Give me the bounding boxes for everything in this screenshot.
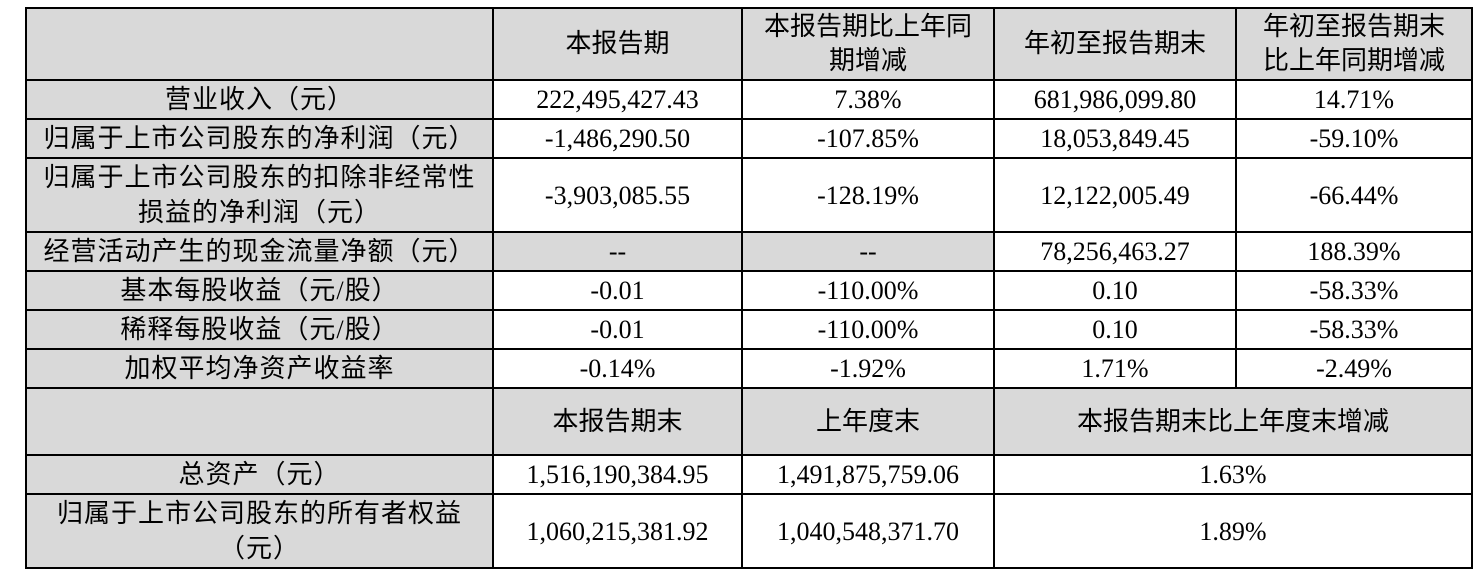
col-header-current-vs-prior-year: 本报告期比上年同 期增减 [741, 7, 995, 81]
value-cell: 1,040,548,371.70 [741, 493, 995, 569]
value-cell: 1,060,215,381.92 [492, 493, 743, 569]
value-cell: 1,516,190,384.95 [492, 454, 743, 495]
value-cell: -66.44% [1235, 157, 1473, 233]
value-cell: 1,491,875,759.06 [741, 454, 995, 495]
value-cell: -- [492, 231, 743, 272]
row-label: 营业收入（元） [25, 79, 494, 120]
col-header-ytd: 年初至报告期末 [993, 7, 1237, 81]
table-row-operating-cash-flow: 经营活动产生的现金流量净额（元） -- -- 78,256,463.27 188… [25, 231, 1473, 272]
table-row-basic-eps: 基本每股收益（元/股） -0.01 -110.00% 0.10 -58.33% [25, 270, 1473, 311]
value-cell: 0.10 [993, 270, 1237, 311]
value-cell: 7.38% [741, 79, 995, 120]
value-cell: -2.49% [1235, 348, 1473, 389]
col-header-period-end: 本报告期末 [492, 387, 743, 456]
value-cell: -128.19% [741, 157, 995, 233]
value-cell: -0.01 [492, 270, 743, 311]
header-row-period: 本报告期 本报告期比上年同 期增减 年初至报告期末 年初至报告期末 比上年同期增… [25, 7, 1473, 81]
col-header-prior-year-end: 上年度末 [741, 387, 995, 456]
corner-cell [25, 387, 494, 456]
table-row-operating-revenue: 营业收入（元） 222,495,427.43 7.38% 681,986,099… [25, 79, 1473, 120]
value-cell: -107.85% [741, 118, 995, 159]
value-cell: -1.92% [741, 348, 995, 389]
value-cell: 14.71% [1235, 79, 1473, 120]
value-cell: -110.00% [741, 309, 995, 350]
row-label: 稀释每股收益（元/股） [25, 309, 494, 350]
value-cell: -0.01 [492, 309, 743, 350]
value-cell: 1.63% [993, 454, 1473, 495]
value-cell: -3,903,085.55 [492, 157, 743, 233]
value-cell: 18,053,849.45 [993, 118, 1237, 159]
value-cell: 0.10 [993, 309, 1237, 350]
col-header-ytd-vs-prior-year: 年初至报告期末 比上年同期增减 [1235, 7, 1473, 81]
row-label: 归属于上市公司股东的扣除非经常性 损益的净利润（元） [25, 157, 494, 233]
table-row-total-assets: 总资产（元） 1,516,190,384.95 1,491,875,759.06… [25, 454, 1473, 495]
value-cell: -1,486,290.50 [492, 118, 743, 159]
table-row-equity-attributable-to-shareholders: 归属于上市公司股东的所有者权益 （元） 1,060,215,381.92 1,0… [25, 493, 1473, 569]
table-row-net-profit: 归属于上市公司股东的净利润（元） -1,486,290.50 -107.85% … [25, 118, 1473, 159]
value-cell: -59.10% [1235, 118, 1473, 159]
value-cell: -110.00% [741, 270, 995, 311]
value-cell: 681,986,099.80 [993, 79, 1237, 120]
row-label: 归属于上市公司股东的净利润（元） [25, 118, 494, 159]
financial-summary-table: 本报告期 本报告期比上年同 期增减 年初至报告期末 年初至报告期末 比上年同期增… [25, 7, 1473, 569]
col-header-current-period: 本报告期 [492, 7, 743, 81]
value-cell: 78,256,463.27 [993, 231, 1237, 272]
corner-cell [25, 7, 494, 81]
table-row-diluted-eps: 稀释每股收益（元/股） -0.01 -110.00% 0.10 -58.33% [25, 309, 1473, 350]
table-row-weighted-avg-roe: 加权平均净资产收益率 -0.14% -1.92% 1.71% -2.49% [25, 348, 1473, 389]
row-label: 经营活动产生的现金流量净额（元） [25, 231, 494, 272]
value-cell: 222,495,427.43 [492, 79, 743, 120]
col-header-period-end-vs-prior-year-end: 本报告期末比上年度末增减 [993, 387, 1473, 456]
value-cell: 188.39% [1235, 231, 1473, 272]
row-label: 总资产（元） [25, 454, 494, 495]
row-label: 加权平均净资产收益率 [25, 348, 494, 389]
row-label: 归属于上市公司股东的所有者权益 （元） [25, 493, 494, 569]
value-cell: 1.89% [993, 493, 1473, 569]
value-cell: -- [741, 231, 995, 272]
value-cell: 12,122,005.49 [993, 157, 1237, 233]
header-row-period-end: 本报告期末 上年度末 本报告期末比上年度末增减 [25, 387, 1473, 456]
value-cell: -0.14% [492, 348, 743, 389]
value-cell: -58.33% [1235, 270, 1473, 311]
value-cell: -58.33% [1235, 309, 1473, 350]
table-row-net-profit-excl-nonrecurring: 归属于上市公司股东的扣除非经常性 损益的净利润（元） -3,903,085.55… [25, 157, 1473, 233]
value-cell: 1.71% [993, 348, 1237, 389]
row-label: 基本每股收益（元/股） [25, 270, 494, 311]
